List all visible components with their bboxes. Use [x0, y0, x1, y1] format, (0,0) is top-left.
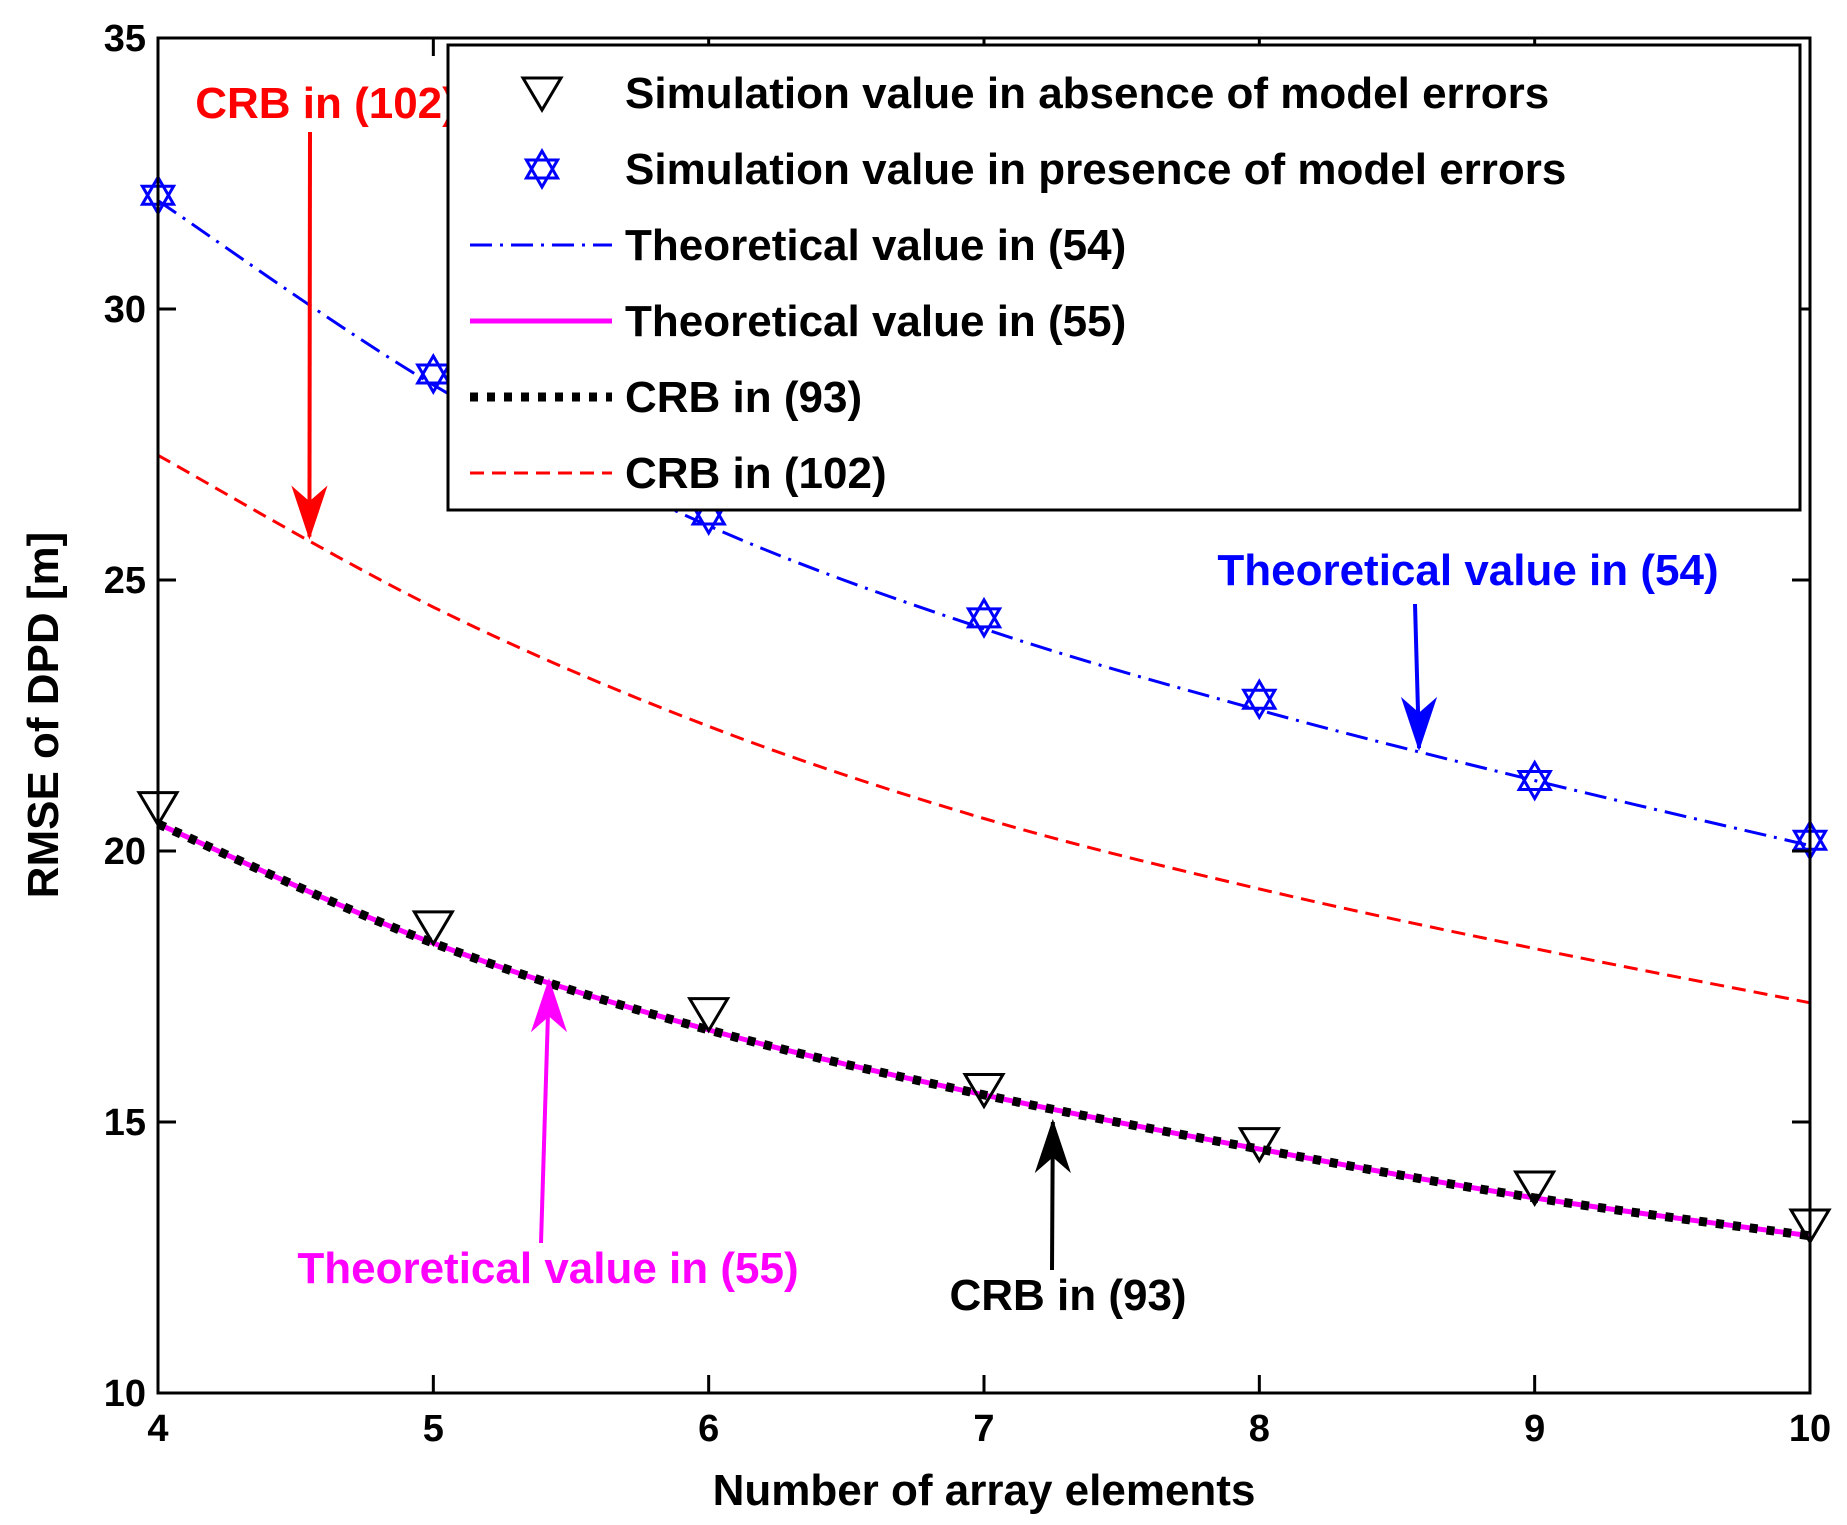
data-point-sim_presence [1516, 759, 1553, 802]
annotation-label-theo54: Theoretical value in (54) [1217, 546, 1718, 595]
legend-entry-crb102: CRB in (102) [470, 449, 887, 498]
legend-entry-theo54: Theoretical value in (54) [470, 221, 1126, 270]
y-tick-label: 25 [104, 560, 146, 602]
legend-box [446, 43, 1802, 512]
x-tick-label: 10 [1789, 1408, 1831, 1450]
x-tick-label: 9 [1524, 1408, 1545, 1450]
legend-entry-theo55: Theoretical value in (55) [470, 297, 1126, 346]
y-tick-label: 20 [104, 831, 146, 873]
x-tick-label: 5 [423, 1408, 444, 1450]
x-tick-label: 4 [147, 1408, 168, 1450]
series-line-crb102 [157, 453, 1811, 1005]
legend-label-theo55: Theoretical value in (55) [625, 297, 1126, 346]
legend-label-crb102: CRB in (102) [625, 449, 887, 498]
annotation-arrow-line [307, 131, 312, 537]
data-point-sim_absence [687, 997, 731, 1034]
series-line-crb93 [156, 819, 1811, 1241]
legend-label-crb93: CRB in (93) [625, 373, 862, 422]
axis-ticks: 4 5 6 7 8 9 10 10 15 20 25 30 35 [104, 18, 1831, 1450]
legend-label-sim_presence: Simulation value in presence of model er… [625, 145, 1566, 194]
annotation-arrow-head [291, 485, 328, 540]
x-axis-label: Number of array elements [713, 1466, 1256, 1515]
y-tick-label: 30 [104, 289, 146, 331]
annotation-label-crb93: CRB in (93) [949, 1271, 1186, 1320]
legend-label-theo54: Theoretical value in (54) [625, 221, 1126, 270]
data-point-sim_absence [1513, 1170, 1557, 1207]
annotation-arrow-head [1034, 1118, 1071, 1174]
legend-marker-sim_absence [520, 76, 564, 113]
x-tick-label: 6 [698, 1408, 719, 1450]
plot-area-frame [156, 36, 1812, 1395]
y-tick-label: 15 [104, 1102, 146, 1144]
x-tick-label: 8 [1249, 1408, 1270, 1450]
annotation-arrow-head [1400, 696, 1438, 752]
legend-label-sim_absence: Simulation value in absence of model err… [625, 69, 1549, 118]
legend-entry-sim_absence: Simulation value in absence of model err… [520, 69, 1549, 118]
data-point-sim_presence [965, 596, 1003, 639]
annotation-arrow-head [530, 977, 568, 1033]
legend-entry-sim_presence: Simulation value in presence of model er… [523, 145, 1566, 194]
annotations: CRB in (102) Theoretical value in (54) The… [195, 79, 1718, 1320]
data-point-sim_absence [962, 1072, 1006, 1110]
x-tick-label: 7 [973, 1408, 994, 1450]
annotation-label-theo55: Theoretical value in (55) [297, 1244, 798, 1293]
data-point-sim_presence [1241, 678, 1278, 721]
legend-marker-sim_presence [523, 148, 561, 190]
legend: Simulation value in absence of model err… [446, 43, 1802, 512]
data-point-sim_absence [1237, 1127, 1281, 1164]
y-tick-label: 10 [104, 1373, 146, 1415]
legend-entry-crb93: CRB in (93) [470, 373, 862, 422]
data-point-sim_presence [415, 353, 452, 395]
annotation-label-crb102: CRB in (102) [195, 79, 457, 128]
annotation-arrow-line [539, 981, 551, 1244]
data-point-sim_absence [411, 910, 455, 947]
y-axis-label: RMSE of DPD [m] [19, 532, 68, 899]
y-tick-label: 35 [104, 18, 146, 60]
